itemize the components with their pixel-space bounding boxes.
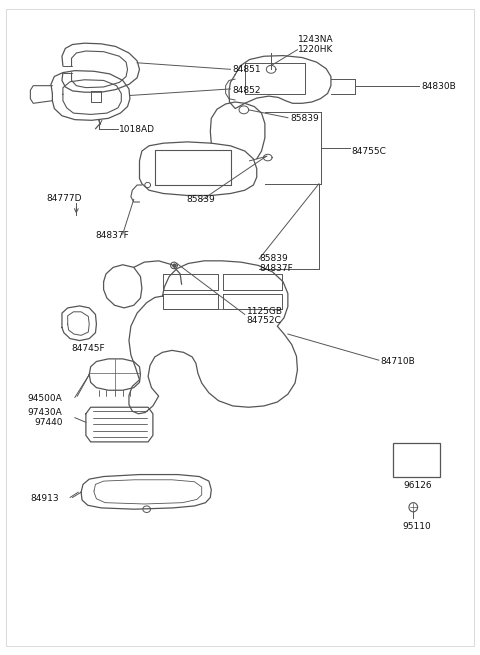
Text: 84777D: 84777D: [46, 194, 82, 202]
Text: 84837F: 84837F: [259, 264, 293, 273]
Text: 1125GB: 1125GB: [247, 307, 283, 316]
Text: 97430A: 97430A: [27, 408, 62, 417]
Text: 85839: 85839: [290, 114, 319, 123]
Text: 84913: 84913: [30, 495, 59, 503]
Text: 85839: 85839: [186, 195, 215, 204]
Text: 84752C: 84752C: [247, 316, 281, 326]
Text: 1243NA: 1243NA: [299, 35, 334, 45]
Bar: [393, 443, 440, 477]
Text: 96126: 96126: [404, 481, 432, 490]
Text: 95110: 95110: [403, 522, 432, 531]
Text: 85839: 85839: [259, 254, 288, 263]
Text: 84852: 84852: [233, 86, 261, 95]
Text: 84837F: 84837F: [96, 231, 129, 240]
Text: 97440: 97440: [34, 418, 63, 427]
Text: 94500A: 94500A: [27, 394, 62, 403]
Text: 84830B: 84830B: [421, 82, 456, 91]
Text: 84745F: 84745F: [72, 344, 105, 353]
Text: 1220HK: 1220HK: [299, 45, 334, 54]
Text: 1018AD: 1018AD: [120, 125, 156, 134]
Text: 84851: 84851: [233, 65, 262, 74]
Text: 84710B: 84710B: [380, 357, 415, 366]
Text: 84755C: 84755C: [351, 147, 386, 155]
